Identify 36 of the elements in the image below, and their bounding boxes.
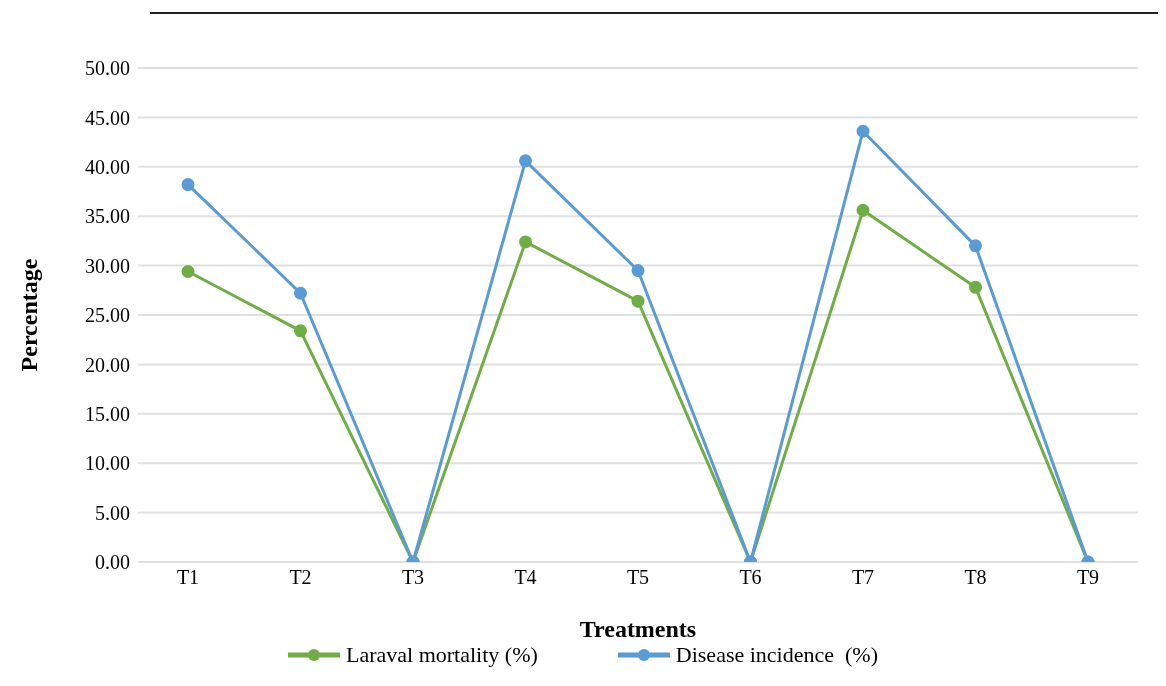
point (294, 286, 307, 300)
y-tick-label: 30.00 (85, 254, 130, 277)
point (181, 265, 195, 279)
y-tick-label: 20.00 (85, 353, 130, 376)
y-tick-label: 45.00 (85, 106, 130, 129)
point (969, 239, 982, 253)
y-tick-label: 15.00 (85, 402, 130, 425)
point (856, 203, 870, 217)
y-axis-title: Percentage (15, 258, 42, 372)
x-tick-label: T1 (176, 566, 200, 589)
x-tick-label: T5 (626, 566, 650, 589)
y-tick-label: 0.00 (95, 551, 130, 574)
y-tick-label: 5.00 (95, 501, 130, 524)
x-tick-label: T7 (851, 566, 875, 589)
x-tick-label: T2 (289, 566, 312, 589)
point (294, 324, 307, 338)
x-tick-label: T8 (964, 566, 987, 589)
x-tick-label: T9 (1076, 566, 1100, 589)
y-tick-label: 25.00 (85, 304, 130, 327)
point (181, 178, 195, 192)
x-tick-label: T4 (514, 566, 537, 589)
y-tick-label: 10.00 (85, 452, 130, 475)
point (519, 235, 532, 249)
x-tick-label: T6 (739, 566, 762, 589)
x-axis-title: Treatments (579, 616, 697, 642)
y-tick-label: 40.00 (85, 155, 130, 178)
point (631, 264, 645, 278)
point (519, 154, 532, 168)
x-tick-label: T3 (401, 566, 425, 589)
point (856, 124, 870, 138)
legend-label: Laraval mortality (%) (346, 642, 538, 668)
point (631, 294, 645, 308)
y-tick-label: 50.00 (85, 57, 130, 80)
point (969, 280, 982, 294)
legend-label: Disease incidence (%) (675, 642, 878, 668)
y-tick-label: 35.00 (85, 205, 130, 228)
